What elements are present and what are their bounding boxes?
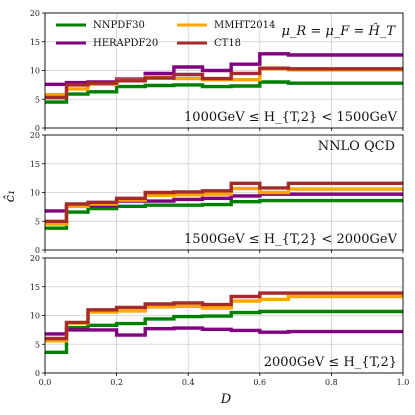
series-nnpdf30-middle xyxy=(45,198,403,230)
bin-label-top: 1000GeV ≤ H_{T,2} < 1500GeV xyxy=(184,110,398,125)
y-tick-label: 20 xyxy=(30,131,40,140)
bin-label-bottom: 2000GeV ≤ H_{T,2} xyxy=(264,355,397,370)
legend-label-herapdf20: HERAPDF20 xyxy=(93,38,158,49)
panel-middle: 0 5 10 15 20 xyxy=(30,131,404,255)
series-ct18-bottom xyxy=(45,291,403,341)
nnlo-qcd-annotation: NNLO QCD xyxy=(318,139,395,154)
y-axis-label: ĉ₁ xyxy=(3,190,18,203)
legend-label-mmht2014: MMHT2014 xyxy=(214,20,275,31)
y-tick-label: 0 xyxy=(35,246,40,255)
y-tick-label: 0 xyxy=(35,124,40,133)
series-nnpdf30-top xyxy=(45,80,403,104)
y-tick-label: 0 xyxy=(35,369,40,378)
series-ct18-top xyxy=(45,66,403,100)
series-herapdf20-bottom xyxy=(45,326,403,337)
y-tick-label: 20 xyxy=(30,254,40,263)
y-tick-label: 20 xyxy=(30,9,40,18)
legend-label-nnpdf30: NNPDF30 xyxy=(93,20,145,31)
y-tick-label: 5 xyxy=(35,95,40,104)
y-tick-label: 10 xyxy=(30,189,40,198)
series-nnpdf30-bottom xyxy=(45,309,403,354)
x-axis-label: D xyxy=(220,392,232,407)
x-tick-label: 0.6 xyxy=(253,378,266,387)
x-tick-label: 0.4 xyxy=(182,378,195,387)
y-tick-label: 10 xyxy=(30,312,40,321)
y-tick-label: 5 xyxy=(35,340,40,349)
series-ct18-middle xyxy=(45,181,403,223)
x-tick-label: 0.0 xyxy=(39,378,52,387)
y-tick-label: 15 xyxy=(30,160,40,169)
y-tick-label: 5 xyxy=(35,217,40,226)
panel-bottom: 0 5 10 15 20 0.0 0.2 0.4 0.6 0.8 1.0 xyxy=(30,254,410,387)
legend-label-ct18: CT18 xyxy=(214,38,241,49)
x-tick-label: 0.8 xyxy=(325,378,338,387)
y-tick-label: 15 xyxy=(30,38,40,47)
x-tick-label: 0.2 xyxy=(110,378,123,387)
y-tick-label: 15 xyxy=(30,283,40,292)
x-tick-label: 1.0 xyxy=(397,378,410,387)
panel-top: 0 5 10 15 20 xyxy=(30,9,404,133)
scale-annotation: μ_R = μ_F = Ĥ_T xyxy=(281,23,396,39)
legend: NNPDF30 MMHT2014 HERAPDF20 CT18 xyxy=(56,20,275,49)
series-mmht2014-middle xyxy=(45,186,403,226)
y-tick-label: 10 xyxy=(30,67,40,76)
bin-label-middle: 1500GeV ≤ H_{T,2} < 2000GeV xyxy=(184,232,398,247)
